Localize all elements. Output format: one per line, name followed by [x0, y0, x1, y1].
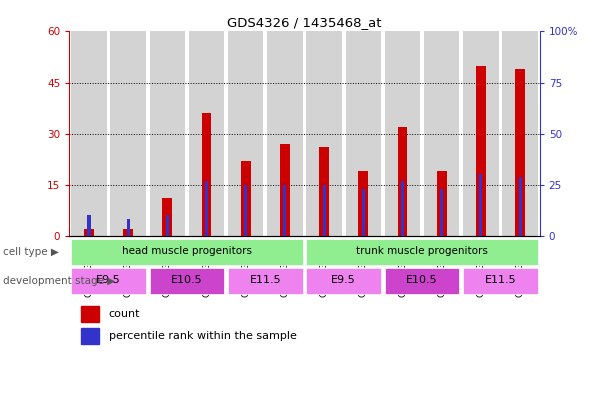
Bar: [306, 268, 381, 294]
Bar: [397, 127, 408, 236]
Title: GDS4326 / 1435468_at: GDS4326 / 1435468_at: [227, 16, 382, 29]
Bar: [385, 268, 459, 294]
Bar: [81, 328, 99, 344]
Bar: [267, 31, 303, 236]
Bar: [463, 268, 538, 294]
Text: E10.5: E10.5: [171, 275, 203, 285]
Text: development stage ▶: development stage ▶: [3, 276, 115, 286]
Bar: [463, 31, 499, 236]
Bar: [515, 69, 525, 236]
Bar: [385, 31, 420, 236]
Bar: [519, 176, 522, 236]
Bar: [84, 229, 94, 236]
Bar: [228, 268, 303, 294]
Text: E10.5: E10.5: [406, 275, 438, 285]
Bar: [280, 144, 290, 236]
Bar: [150, 31, 185, 236]
Text: E11.5: E11.5: [250, 275, 281, 285]
Bar: [306, 239, 538, 264]
Bar: [283, 185, 286, 236]
Bar: [205, 181, 208, 236]
Bar: [306, 31, 342, 236]
Bar: [502, 31, 538, 236]
Bar: [323, 185, 326, 236]
Bar: [440, 189, 443, 236]
Bar: [166, 215, 169, 236]
Text: count: count: [109, 309, 140, 319]
Text: E9.5: E9.5: [96, 275, 121, 285]
Bar: [241, 161, 251, 236]
Bar: [401, 181, 404, 236]
Bar: [476, 66, 486, 236]
Bar: [127, 219, 130, 236]
Bar: [189, 31, 224, 236]
Bar: [162, 198, 172, 236]
Bar: [71, 31, 107, 236]
Bar: [479, 174, 482, 236]
Bar: [437, 171, 447, 236]
Text: cell type ▶: cell type ▶: [3, 247, 59, 257]
Bar: [71, 268, 146, 294]
Bar: [319, 147, 329, 236]
Bar: [244, 185, 247, 236]
Bar: [362, 189, 365, 236]
Bar: [150, 268, 224, 294]
Text: head muscle progenitors: head muscle progenitors: [122, 246, 252, 256]
Bar: [123, 229, 133, 236]
Text: trunk muscle progenitors: trunk muscle progenitors: [356, 246, 488, 256]
Text: E9.5: E9.5: [331, 275, 356, 285]
Bar: [81, 306, 99, 322]
Bar: [358, 171, 368, 236]
Bar: [71, 239, 303, 264]
Bar: [346, 31, 381, 236]
Text: E11.5: E11.5: [485, 275, 516, 285]
Bar: [228, 31, 264, 236]
Bar: [87, 215, 90, 236]
Text: percentile rank within the sample: percentile rank within the sample: [109, 331, 297, 341]
Bar: [110, 31, 146, 236]
Bar: [201, 113, 212, 236]
Bar: [424, 31, 459, 236]
